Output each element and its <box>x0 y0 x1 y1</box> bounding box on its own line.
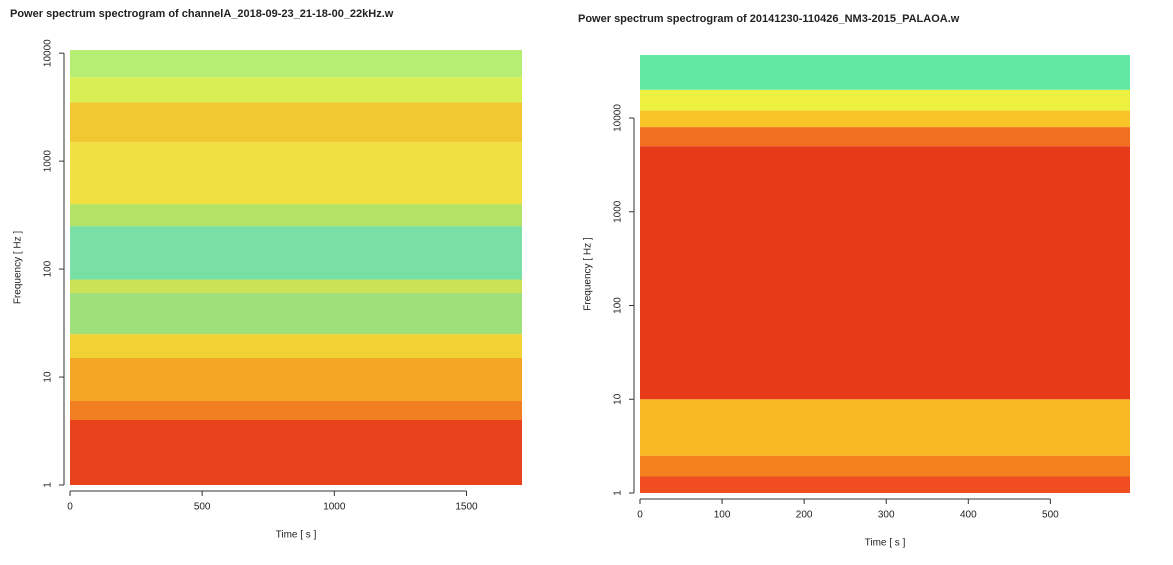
frequency-band <box>640 89 1130 111</box>
x-axis-label: Time [ s ] <box>865 538 906 549</box>
chart-title: Power spectrum spectrogram of channelA_2… <box>10 8 394 20</box>
frequency-band <box>70 420 522 485</box>
y-tick-label: 100 <box>43 260 54 277</box>
y-tick-label: 10 <box>43 371 54 383</box>
y-axis-label: Frequency [ Hz ] <box>13 231 24 305</box>
frequency-band <box>640 455 1130 477</box>
frequency-band <box>640 399 1130 456</box>
frequency-band <box>70 279 522 294</box>
x-tick-label: 1000 <box>323 502 346 513</box>
frequency-band <box>640 146 1130 400</box>
x-tick-label: 0 <box>637 510 643 521</box>
x-tick-label: 400 <box>960 510 977 521</box>
x-tick-label: 500 <box>1042 510 1059 521</box>
frequency-band <box>70 400 522 421</box>
frequency-band <box>640 476 1130 493</box>
x-tick-label: 300 <box>878 510 895 521</box>
frequency-band <box>70 358 522 401</box>
chart-title: Power spectrum spectrogram of 20141230-1… <box>578 13 960 25</box>
x-axis-label: Time [ s ] <box>276 530 317 541</box>
frequency-band <box>640 127 1130 147</box>
frequency-band <box>70 226 522 280</box>
y-tick-label: 100 <box>613 297 624 314</box>
frequency-band <box>70 77 522 103</box>
y-tick-label: 1000 <box>43 150 54 173</box>
y-tick-label: 1 <box>613 490 624 496</box>
y-tick-label: 10000 <box>43 39 54 67</box>
y-axis-label: Frequency [ Hz ] <box>583 237 594 311</box>
frequency-band <box>70 50 522 78</box>
x-tick-label: 0 <box>67 502 73 513</box>
x-tick-label: 200 <box>796 510 813 521</box>
frequency-band <box>70 204 522 227</box>
frequency-band <box>640 110 1130 128</box>
x-tick-label: 500 <box>194 502 211 513</box>
frequency-band <box>70 142 522 205</box>
y-tick-label: 10000 <box>613 104 624 132</box>
frequency-band <box>70 293 522 335</box>
y-tick-label: 1 <box>43 482 54 488</box>
x-tick-label: 1500 <box>455 502 478 513</box>
y-tick-label: 1000 <box>613 200 624 223</box>
frequency-band <box>70 334 522 359</box>
x-tick-label: 100 <box>714 510 731 521</box>
frequency-band <box>640 55 1130 90</box>
frequency-band <box>70 102 522 143</box>
y-tick-label: 10 <box>613 393 624 405</box>
